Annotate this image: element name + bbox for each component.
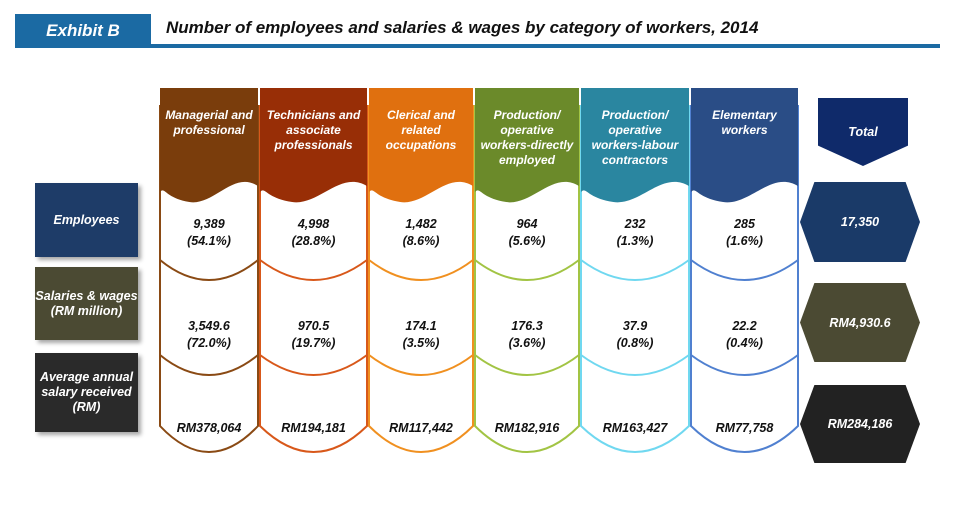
salaries-value: 174.1 (3.5%)	[402, 319, 440, 350]
row-divider	[368, 259, 474, 281]
category-label: Production/ operative workers-directly e…	[480, 108, 574, 167]
row-divider	[580, 354, 690, 376]
column-shape	[580, 88, 690, 453]
employees-value: 1,482 (8.6%)	[402, 217, 440, 248]
row-divider	[474, 354, 580, 376]
salaries-value: 3,549.6 (72.0%)	[187, 319, 231, 350]
category-column: Clerical and related occupations 1,482 (8…	[368, 86, 474, 466]
category-label: Technicians and associate professionals	[266, 108, 361, 152]
employees-value: 285 (1.6%)	[726, 217, 763, 248]
row-divider	[259, 354, 368, 376]
column-shape	[368, 88, 474, 453]
row-divider	[159, 354, 259, 376]
column-shape	[474, 88, 580, 453]
category-column: Technicians and associate professionals …	[259, 86, 368, 466]
row-divider	[690, 259, 799, 281]
employees-value: 964 (5.6%)	[508, 217, 546, 248]
salaries-value: 22.2 (0.4%)	[726, 319, 763, 350]
category-column: Production/ operative workers-directly e…	[474, 86, 580, 466]
row-label-average-salary: Average annual salary received (RM)	[35, 353, 138, 432]
employees-value: 9,389 (54.1%)	[187, 217, 231, 248]
title-rule	[15, 44, 940, 48]
total-header: Total	[818, 98, 908, 166]
total-salaries: RM4,930.6	[800, 283, 920, 362]
row-divider	[159, 259, 259, 281]
row-divider	[690, 354, 799, 376]
category-label: Clerical and related occupations	[385, 108, 457, 152]
row-divider	[368, 354, 474, 376]
avg-salary-value: RM77,758	[715, 421, 774, 435]
total-employees: 17,350	[800, 182, 920, 262]
avg-salary-value: RM163,427	[602, 421, 668, 435]
row-divider	[474, 259, 580, 281]
column-header-banner	[369, 88, 473, 203]
employees-value: 232 (1.3%)	[616, 217, 654, 248]
salaries-value: 970.5 (19.7%)	[291, 319, 336, 350]
row-divider	[259, 259, 368, 281]
avg-salary-value: RM117,442	[389, 421, 453, 435]
column-header-banner	[260, 88, 367, 203]
avg-salary-value: RM378,064	[176, 421, 242, 435]
row-label-employees: Employees	[35, 183, 138, 257]
category-label: Elementary workers	[712, 108, 777, 137]
column-header-banner	[160, 88, 258, 203]
category-column: Managerial and professional 9,389 (54.1%)…	[159, 86, 259, 466]
total-average-salary: RM284,186	[800, 385, 920, 463]
column-shape	[259, 88, 368, 453]
salaries-value: 37.9 (0.8%)	[616, 319, 654, 350]
employees-value: 4,998 (28.8%)	[291, 217, 336, 248]
category-label: Production/ operative workers-labour con…	[591, 108, 679, 167]
exhibit-title: Number of employees and salaries & wages…	[166, 18, 759, 37]
category-label: Managerial and professional	[165, 108, 253, 137]
exhibit-label: Exhibit B	[15, 14, 151, 47]
column-header-banner	[475, 88, 579, 203]
category-column: Elementary workers 285 (1.6%) 22.2 (0.4%) …	[690, 86, 799, 466]
avg-salary-value: RM182,916	[494, 421, 560, 435]
column-header-banner	[691, 88, 798, 203]
column-shape	[159, 88, 259, 453]
avg-salary-value: RM194,181	[281, 421, 346, 435]
row-divider	[580, 259, 690, 281]
category-column: Production/ operative workers-labour con…	[580, 86, 690, 466]
row-label-salaries: Salaries & wages (RM million)	[35, 267, 138, 340]
column-header-banner	[581, 88, 689, 203]
column-shape	[690, 88, 799, 453]
salaries-value: 176.3 (3.6%)	[508, 319, 546, 350]
